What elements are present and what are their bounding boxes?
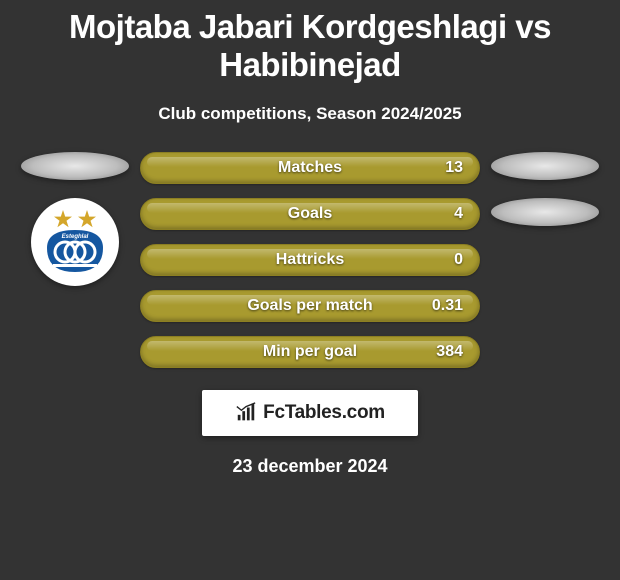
stat-value-right: 4 — [454, 205, 463, 223]
stat-bar-hattricks: Hattricks 0 — [140, 244, 480, 276]
subtitle: Club competitions, Season 2024/2025 — [0, 104, 620, 124]
stat-bar-goals-per-match: Goals per match 0.31 — [140, 290, 480, 322]
stat-value-right: 0.31 — [432, 297, 463, 315]
stats-column: Matches 13 Goals 4 Hattricks 0 Goals per… — [140, 152, 480, 368]
stat-bar-min-per-goal: Min per goal 384 — [140, 336, 480, 368]
brand-box[interactable]: FcTables.com — [202, 390, 418, 436]
player-left-placeholder-ellipse — [21, 152, 129, 180]
date-text: 23 december 2024 — [0, 456, 620, 477]
stat-label: Min per goal — [263, 343, 357, 361]
club-right-placeholder-ellipse — [491, 198, 599, 226]
player-right-placeholder-ellipse — [491, 152, 599, 180]
stat-label: Hattricks — [276, 251, 344, 269]
left-column: Esteghlal — [20, 152, 130, 286]
infographic-container: Mojtaba Jabari Kordgeshlagi vs Habibinej… — [0, 0, 620, 477]
right-column — [490, 152, 600, 226]
main-row: Esteghlal Matches 13 Goals 4 Hattricks 0 — [0, 152, 620, 368]
page-title: Mojtaba Jabari Kordgeshlagi vs Habibinej… — [0, 0, 620, 90]
stat-label: Goals per match — [247, 297, 372, 315]
svg-text:Esteghlal: Esteghlal — [62, 234, 89, 240]
stat-bar-matches: Matches 13 — [140, 152, 480, 184]
brand-text: FcTables.com — [263, 402, 385, 424]
stat-label: Matches — [278, 159, 342, 177]
stat-value-right: 0 — [454, 251, 463, 269]
bar-chart-icon — [235, 402, 257, 424]
club-badge-left: Esteghlal — [31, 198, 119, 286]
stat-bar-goals: Goals 4 — [140, 198, 480, 230]
stat-value-right: 384 — [436, 343, 463, 361]
stat-value-right: 13 — [445, 159, 463, 177]
stat-label: Goals — [288, 205, 332, 223]
esteghlal-logo-icon: Esteghlal — [35, 202, 115, 282]
